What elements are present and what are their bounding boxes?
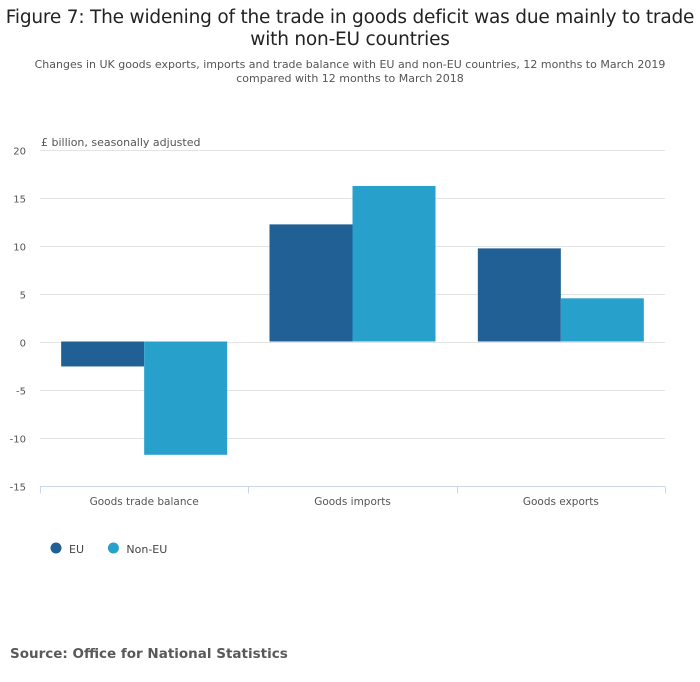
y-tick-label: -10	[10, 435, 26, 446]
x-axis: Goods trade balance Goods imports Goods ex…	[40, 486, 666, 508]
y-axis-ticks: 20 15 10 5 0 -5 -10 -15	[10, 147, 26, 494]
chart-title-line-1: Figure 7: The widening of the trade in g…	[5, 7, 695, 28]
y-tick-label: -5	[16, 387, 26, 398]
y-axis-unit-label: £ billion, seasonally adjusted	[41, 136, 200, 149]
bar-eu-0	[61, 341, 145, 367]
chart-subtitle-line-1: Changes in UK goods exports, imports and…	[34, 58, 666, 71]
bar-eu-2	[477, 248, 561, 342]
chart-subtitle-line-2: compared with 12 months to March 2018	[236, 72, 464, 85]
legend: EU Non-EU	[50, 542, 167, 556]
y-tick-label: 0	[20, 339, 26, 350]
chart-subtitle: Changes in UK goods exports, imports and…	[0, 58, 700, 86]
y-tick-label: 15	[13, 195, 26, 206]
y-tick-label: 10	[13, 243, 26, 254]
legend-label: EU	[69, 543, 84, 556]
chart-title: Figure 7: The widening of the trade in g…	[0, 7, 700, 51]
x-tick-label: Goods exports	[523, 496, 599, 508]
y-tick-label: -15	[10, 483, 26, 494]
x-tick-label: Goods trade balance	[90, 496, 199, 508]
bar-non-eu-1	[352, 185, 436, 342]
legend-marker	[107, 542, 119, 554]
bar-non-eu-0	[144, 341, 228, 455]
bar-non-eu-2	[560, 298, 644, 342]
x-tick-label: Goods imports	[314, 496, 391, 508]
legend-marker	[50, 542, 62, 554]
legend-label: Non-EU	[126, 543, 167, 556]
bar-eu-1	[269, 224, 353, 342]
source-note: Source: Office for National Statistics	[10, 646, 288, 662]
bars	[61, 185, 644, 455]
y-tick-label: 20	[13, 147, 26, 158]
chart-title-line-2: with non-EU countries	[250, 29, 450, 50]
y-tick-label: 5	[20, 291, 26, 302]
